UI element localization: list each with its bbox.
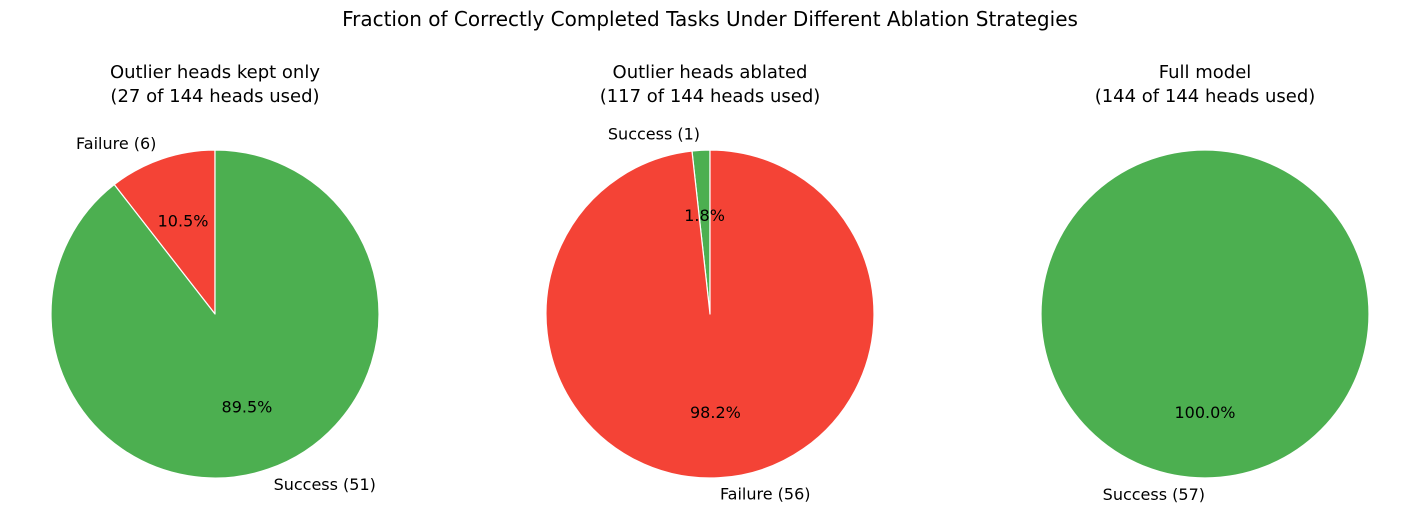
pie-chart-full-model: Full model (144 of 144 heads used) Succe… xyxy=(1040,62,1370,504)
slice-percent-success: 89.5% xyxy=(222,398,273,417)
pie-slice-failure xyxy=(113,149,216,315)
slice-label-success: Success (1) xyxy=(608,124,700,143)
chart-title-line-2: (117 of 144 heads used) xyxy=(600,86,821,107)
pie-chart-outlier-ablated: Outlier heads ablated (117 of 144 heads … xyxy=(545,62,875,504)
figure-title: Fraction of Correctly Completed Tasks Un… xyxy=(342,7,1078,31)
chart-title-line-1: Outlier heads kept only xyxy=(110,62,320,83)
pie-slice-failure xyxy=(545,149,875,479)
slice-percent-failure: 10.5% xyxy=(158,211,209,230)
pie-slice-success xyxy=(1040,149,1370,479)
pie-chart-outlier-kept: Outlier heads kept only (27 of 144 heads… xyxy=(50,62,380,494)
slice-percent-failure: 98.2% xyxy=(690,403,741,422)
chart-title-line-1: Outlier heads ablated xyxy=(613,62,808,83)
slice-label-failure: Failure (6) xyxy=(76,134,156,153)
slice-label-failure: Failure (56) xyxy=(720,485,811,504)
slice-percent-success: 1.8% xyxy=(684,206,725,225)
chart-title-line-2: (144 of 144 heads used) xyxy=(1095,86,1316,107)
slice-label-success: Success (57) xyxy=(1103,485,1205,504)
pie-slice-success xyxy=(50,149,380,479)
chart-title-line-2: (27 of 144 heads used) xyxy=(110,86,319,107)
slice-percent-success: 100.0% xyxy=(1174,403,1235,422)
chart-title-line-1: Full model xyxy=(1159,62,1252,83)
slice-label-success: Success (51) xyxy=(274,475,376,494)
